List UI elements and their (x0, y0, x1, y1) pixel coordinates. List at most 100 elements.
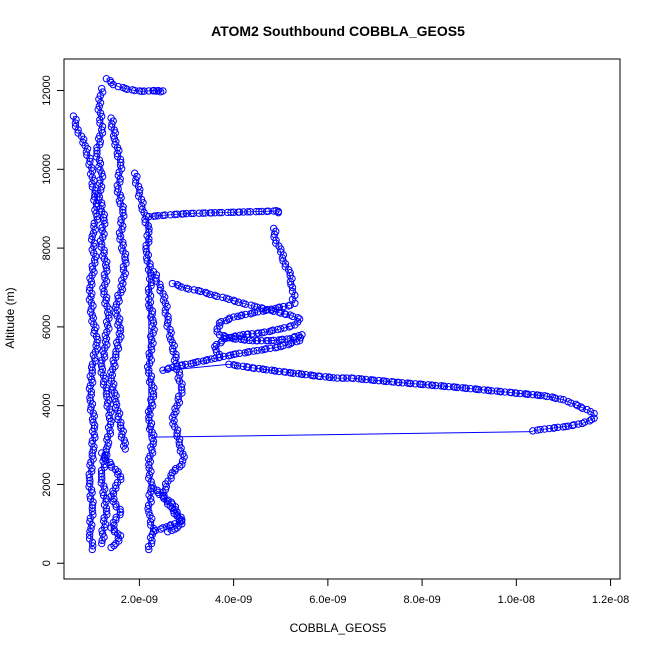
data-point (149, 390, 158, 398)
y-tick-label: 0 (41, 560, 53, 566)
data-point (121, 445, 129, 453)
data-point (173, 281, 182, 289)
data-point (149, 437, 158, 445)
x-tick-label: 2.0e-09 (121, 594, 158, 606)
data-point (277, 342, 285, 351)
data-point (419, 380, 427, 389)
data-point (271, 344, 280, 352)
data-point (88, 246, 96, 254)
data-point (145, 491, 153, 499)
data-point (145, 508, 153, 516)
data-point (263, 305, 271, 314)
data-point (117, 215, 125, 224)
data-point (88, 507, 97, 516)
data-point (298, 370, 306, 379)
data-point (178, 457, 187, 465)
data-point (234, 312, 242, 321)
data-point (270, 336, 278, 345)
data-point (89, 542, 97, 550)
data-point (145, 461, 153, 469)
data-point (238, 311, 246, 319)
data-point (432, 381, 440, 390)
data-point (177, 361, 186, 370)
data-point (265, 327, 274, 336)
data-point (567, 399, 575, 407)
data-point (105, 311, 113, 319)
data-point (175, 463, 184, 471)
data-point (74, 126, 82, 134)
data-point (237, 335, 245, 344)
data-point (156, 87, 165, 96)
data-point (116, 175, 124, 183)
data-point (218, 208, 226, 217)
data-point (107, 417, 115, 426)
data-point (272, 236, 280, 244)
data-point (248, 336, 257, 345)
data-point (90, 256, 99, 264)
data-point (213, 292, 221, 301)
data-point (207, 355, 215, 363)
data-point (180, 453, 188, 461)
data-point (161, 306, 170, 314)
data-point (329, 374, 338, 382)
data-point (440, 382, 449, 391)
data-point (288, 283, 297, 292)
data-point (284, 302, 293, 310)
data-point (291, 299, 299, 307)
x-tick-label: 6.0e-09 (309, 594, 346, 606)
data-point (87, 524, 95, 533)
data-point (201, 288, 210, 297)
data-point (239, 331, 247, 339)
data-point (568, 421, 577, 430)
data-point (145, 225, 153, 233)
data-point (216, 353, 224, 361)
data-point (147, 332, 155, 341)
data-point (258, 346, 266, 354)
data-point (543, 392, 551, 401)
data-point (540, 425, 549, 433)
data-point (177, 283, 186, 291)
data-point (475, 385, 483, 394)
data-point (289, 369, 297, 377)
data-point (102, 456, 110, 464)
y-tick-label: 6000 (41, 315, 53, 339)
data-point (578, 404, 587, 412)
data-point (234, 298, 243, 306)
data-point (181, 360, 190, 369)
data-point (390, 378, 398, 386)
data-point (168, 526, 176, 535)
data-point (577, 403, 585, 411)
data-point (235, 208, 244, 216)
data-point (86, 514, 95, 522)
series-12-path (153, 488, 183, 533)
data-point (277, 309, 285, 317)
data-point (93, 149, 101, 158)
data-point (203, 356, 211, 364)
data-point (211, 209, 219, 217)
data-point (556, 395, 565, 403)
data-point (86, 492, 94, 500)
series-0-path (73, 115, 98, 550)
data-point (101, 451, 109, 460)
data-point (152, 87, 161, 95)
data-point (149, 528, 158, 536)
connector-line-0 (153, 431, 533, 438)
data-point (380, 377, 388, 385)
data-point (243, 330, 251, 339)
data-point (166, 522, 174, 530)
data-point (159, 524, 167, 532)
data-point (102, 507, 111, 516)
data-point (218, 336, 226, 345)
data-point (281, 260, 290, 268)
data-point (119, 222, 127, 230)
data-point (264, 336, 272, 345)
data-point (144, 285, 153, 293)
data-point (231, 297, 239, 305)
data-point (173, 362, 181, 370)
data-point (382, 377, 391, 386)
data-point (230, 296, 238, 304)
data-point (178, 516, 186, 524)
data-point (339, 374, 348, 382)
data-point (99, 488, 107, 497)
data-point (462, 384, 470, 393)
